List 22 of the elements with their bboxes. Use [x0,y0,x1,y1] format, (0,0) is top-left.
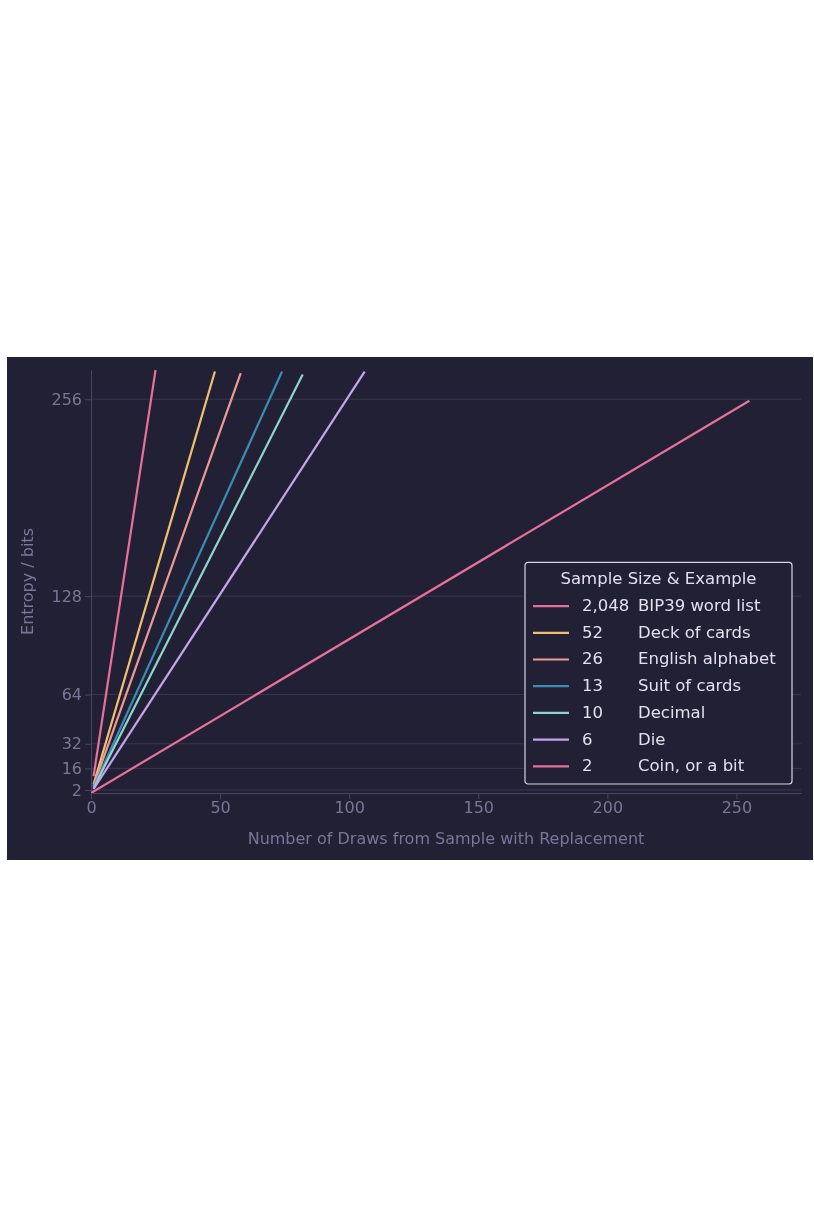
x-tick-label: 150 [463,798,495,818]
legend-title: Sample Size & Example [560,569,757,589]
x-tick-label: 200 [592,798,624,818]
x-tick-label: 0 [86,798,97,818]
y-axis-title: Entropy / bits [18,528,37,635]
x-axis-title: Number of Draws from Sample with Replacement [247,829,645,848]
text: 6 Die [582,729,666,749]
x-tick-label: 100 [334,798,365,818]
x-tick-label: 250 [721,798,753,818]
text: 2 Coin, or a bit [582,756,745,776]
y-tick-label: 32 [61,734,82,754]
y-tick-label: 16 [61,759,82,779]
x-tick-label: 50 [210,798,231,818]
legend-label: 2,048 BIP39 word list [582,596,761,616]
y-tick-label: 2 [71,780,82,800]
text: 10 Decimal [582,702,706,722]
y-tick-label: 256 [51,389,82,409]
text: 52 Deck of cards [582,622,751,642]
y-tick-label: 64 [61,685,82,705]
text: 13 Suit of cards [582,676,742,696]
y-tick-label: 128 [51,586,82,606]
text: 26 English alphabet [582,649,776,669]
